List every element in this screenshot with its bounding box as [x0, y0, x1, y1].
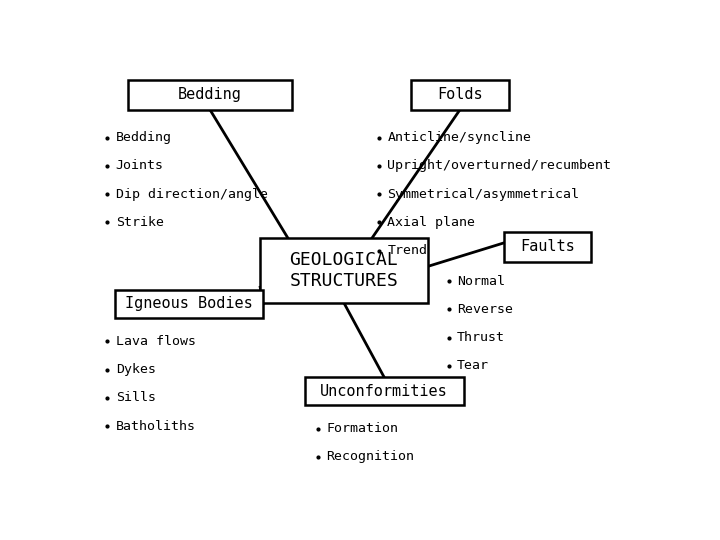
Text: Normal: Normal — [457, 274, 505, 287]
Text: Recognition: Recognition — [326, 450, 414, 463]
FancyBboxPatch shape — [504, 232, 591, 262]
Text: Faults: Faults — [520, 239, 575, 254]
Text: Unconformities: Unconformities — [320, 384, 448, 399]
FancyBboxPatch shape — [115, 290, 264, 318]
Text: Trend: Trend — [387, 244, 428, 257]
FancyBboxPatch shape — [260, 238, 428, 303]
Text: Lava flows: Lava flows — [116, 335, 196, 348]
FancyBboxPatch shape — [305, 377, 464, 406]
FancyBboxPatch shape — [411, 80, 509, 110]
Text: Sills: Sills — [116, 392, 156, 404]
Text: Bedding: Bedding — [178, 87, 242, 102]
Text: Axial plane: Axial plane — [387, 216, 475, 229]
Text: Formation: Formation — [326, 422, 398, 435]
Text: Dip direction/angle: Dip direction/angle — [116, 187, 268, 201]
Text: Tear: Tear — [457, 359, 489, 373]
Text: Strike: Strike — [116, 216, 163, 229]
Text: Bedding: Bedding — [116, 131, 171, 144]
Text: Thrust: Thrust — [457, 331, 505, 344]
Text: Batholiths: Batholiths — [116, 420, 196, 433]
Text: Anticline/syncline: Anticline/syncline — [387, 131, 531, 144]
Text: Igneous Bodies: Igneous Bodies — [125, 296, 253, 312]
Text: Reverse: Reverse — [457, 303, 513, 316]
Text: Upright/overturned/recumbent: Upright/overturned/recumbent — [387, 159, 611, 172]
Text: Folds: Folds — [437, 87, 483, 102]
Text: GEOLOGICAL
STRUCTURES: GEOLOGICAL STRUCTURES — [289, 251, 398, 290]
FancyBboxPatch shape — [127, 80, 292, 110]
Text: Dykes: Dykes — [116, 363, 156, 376]
Text: Symmetrical/asymmetrical: Symmetrical/asymmetrical — [387, 187, 580, 201]
Text: Joints: Joints — [116, 159, 163, 172]
